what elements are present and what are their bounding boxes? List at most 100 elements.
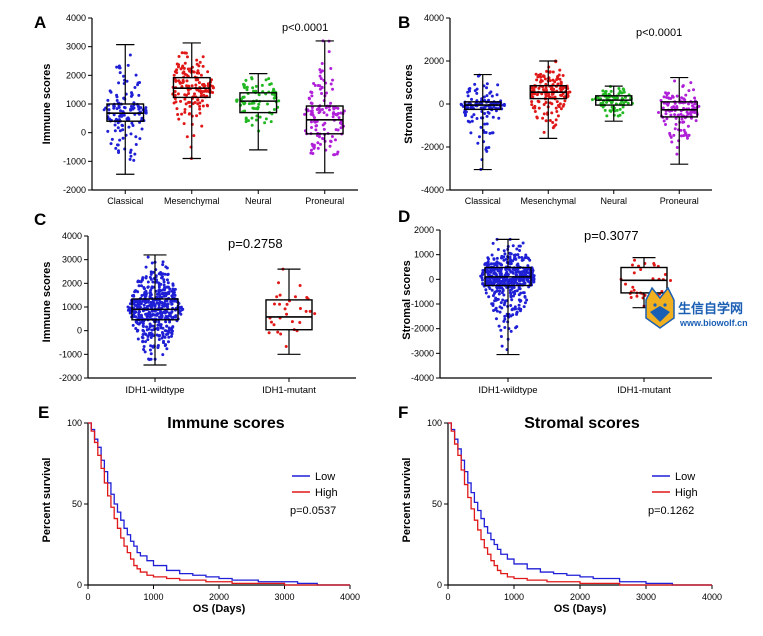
- data-point: [254, 89, 258, 93]
- data-point: [336, 106, 340, 110]
- data-point: [473, 89, 477, 93]
- data-point: [330, 134, 334, 138]
- data-point: [118, 138, 122, 142]
- data-point: [235, 99, 239, 103]
- data-point: [317, 135, 321, 139]
- data-point: [137, 105, 141, 109]
- data-point: [490, 302, 494, 306]
- data-point: [135, 329, 139, 333]
- data-point: [550, 88, 554, 92]
- data-point: [562, 102, 566, 106]
- data-point: [665, 117, 669, 121]
- data-point: [466, 94, 470, 98]
- data-point: [689, 81, 693, 85]
- chart-panel-b: -4000 -2000 0 2000 4000 Stromal scores p<0.000…: [403, 13, 712, 206]
- survival-curve-high: [88, 422, 350, 586]
- data-point: [211, 90, 215, 94]
- data-point: [128, 150, 132, 154]
- data-point: [527, 280, 531, 284]
- data-point: [475, 116, 479, 120]
- y-tick-label: -2000: [63, 185, 86, 195]
- data-point: [161, 353, 165, 357]
- data-point: [554, 106, 558, 110]
- data-point: [503, 252, 507, 256]
- data-point: [188, 104, 192, 108]
- data-point: [554, 118, 558, 122]
- data-point: [190, 84, 194, 88]
- data-point: [652, 263, 656, 267]
- data-point: [490, 262, 494, 266]
- data-point: [488, 91, 492, 95]
- data-point: [310, 91, 314, 95]
- data-point: [182, 122, 186, 126]
- data-point: [160, 292, 164, 296]
- data-point: [317, 105, 321, 109]
- data-point: [148, 325, 152, 329]
- data-point: [550, 92, 554, 96]
- data-point: [517, 255, 521, 259]
- data-point: [169, 328, 173, 332]
- data-point: [144, 106, 148, 110]
- data-point: [185, 135, 189, 139]
- data-point: [113, 129, 117, 133]
- data-point: [494, 296, 498, 300]
- data-point: [605, 114, 609, 118]
- data-point: [548, 70, 552, 74]
- data-point: [130, 121, 134, 125]
- data-point: [191, 102, 195, 106]
- data-point: [311, 152, 315, 156]
- data-point: [518, 244, 522, 248]
- data-point: [513, 292, 517, 296]
- data-point: [163, 329, 167, 333]
- y-tick-label: 4000: [62, 231, 82, 241]
- data-point: [669, 278, 673, 282]
- data-point: [129, 132, 133, 136]
- x-tick-label: 2000: [209, 592, 229, 602]
- data-point: [285, 312, 289, 316]
- data-point: [518, 249, 522, 253]
- data-point: [115, 95, 119, 99]
- data-point: [494, 317, 498, 321]
- data-point: [476, 74, 480, 78]
- data-point: [558, 68, 562, 72]
- data-point: [617, 86, 621, 90]
- data-point: [146, 255, 150, 259]
- data-point: [183, 97, 187, 101]
- data-point: [508, 251, 512, 255]
- data-point: [610, 100, 614, 104]
- data-point: [603, 108, 607, 112]
- data-point: [337, 116, 341, 120]
- data-point: [556, 77, 560, 81]
- data-point: [114, 146, 118, 150]
- data-point: [265, 102, 269, 106]
- data-point: [542, 112, 546, 116]
- data-point: [517, 303, 521, 307]
- data-point: [160, 295, 164, 299]
- data-point: [544, 86, 548, 90]
- data-point: [138, 305, 142, 309]
- y-tick-label: -1000: [411, 299, 434, 309]
- data-point: [551, 70, 555, 74]
- data-point: [195, 114, 199, 118]
- x-tick-label: 0: [85, 592, 90, 602]
- data-point: [278, 293, 282, 297]
- data-point: [201, 64, 205, 68]
- data-point: [498, 286, 502, 290]
- data-point: [514, 271, 518, 275]
- y-axis-label: Stromal scores: [401, 260, 413, 339]
- data-point: [694, 119, 698, 123]
- data-point: [173, 89, 177, 93]
- data-point: [155, 278, 159, 282]
- data-point: [485, 267, 489, 271]
- data-point: [623, 95, 627, 99]
- p-value-annotation: p=0.1262: [648, 505, 694, 517]
- data-point: [479, 125, 483, 129]
- data-point: [142, 293, 146, 297]
- data-point: [690, 104, 694, 108]
- data-point: [524, 255, 528, 259]
- data-point: [548, 119, 552, 123]
- data-point: [675, 94, 679, 98]
- y-tick-label: 50: [72, 499, 82, 509]
- data-point: [182, 66, 186, 70]
- data-point: [264, 78, 268, 82]
